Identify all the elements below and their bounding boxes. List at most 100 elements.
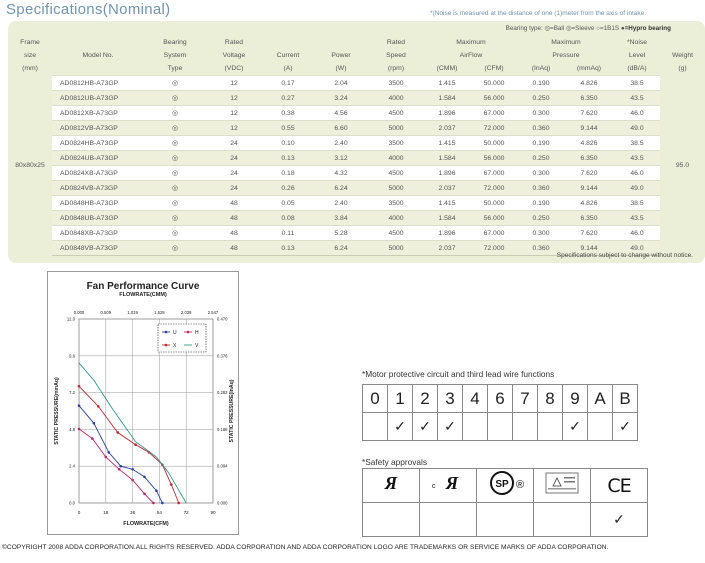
voltage-cell: 24 xyxy=(206,135,262,151)
speed-cell: 3500 xyxy=(368,135,424,151)
current-cell: 0.17 xyxy=(262,75,314,91)
data-point-x xyxy=(170,483,173,486)
table-row: AD0824XB-A73GP ◎ 24 0.18 4.32 4500 1.896 67.000… xyxy=(8,165,705,181)
motor-code-cell: B xyxy=(612,384,638,413)
safety-check-cell xyxy=(476,502,534,537)
top-tick-label: 0.509 xyxy=(101,310,112,315)
header-airflow: AirFlow xyxy=(459,52,483,59)
voltage-cell: 48 xyxy=(206,225,262,241)
current-cell: 0.55 xyxy=(262,120,314,136)
noise-cell: 43.5 xyxy=(614,150,660,166)
top-tick-label: 1.019 xyxy=(127,310,138,315)
table-row: AD0812UB-A73GP ◎ 12 0.27 3.24 4000 1.584 56.000… xyxy=(8,90,705,106)
voltage-cell: 48 xyxy=(206,195,262,211)
header-pressure: Pressure xyxy=(552,52,580,59)
cmm-cell: 1.584 xyxy=(424,90,470,106)
motor-code-cell: 9 xyxy=(562,384,588,413)
svg-text:Я: Я xyxy=(384,473,398,493)
model-cell: AD0824UB-A73GP xyxy=(52,150,144,166)
power-cell: 3.84 xyxy=(314,210,368,226)
right-tick-label: 0.470 xyxy=(217,317,228,322)
inaq-cell: 0.190 xyxy=(518,135,564,151)
page-title: Specifications(Nominal) xyxy=(6,1,171,18)
noise-cell: 49.0 xyxy=(614,120,660,136)
svg-text:c: c xyxy=(432,483,436,490)
speed-cell: 5000 xyxy=(368,180,424,196)
speed-cell: 4500 xyxy=(368,225,424,241)
cfm-cell: 67.000 xyxy=(470,225,518,241)
data-point-u xyxy=(131,467,134,471)
header-noise: Level xyxy=(628,52,646,59)
cmm-cell: 1.584 xyxy=(424,150,470,166)
power-cell: 5.28 xyxy=(314,225,368,241)
cfm-cell: 50.000 xyxy=(470,195,518,211)
power-cell: 2.40 xyxy=(314,135,368,151)
mmaq-cell: 9.144 xyxy=(564,180,614,196)
mmaq-cell: 4.826 xyxy=(564,75,614,91)
header-speed: Speed xyxy=(386,52,406,59)
ball-bearing-icon: ◎ xyxy=(144,180,206,196)
ball-label: =Ball xyxy=(550,25,565,32)
safety-approvals-table: Я c Я SP ® CE xyxy=(362,468,648,537)
safety-check-cell xyxy=(533,502,591,537)
csa-logo: SP ® xyxy=(476,468,534,503)
data-point-u xyxy=(92,421,96,425)
table-row: AD0848XB-A73GP ◎ 48 0.11 5.28 4500 1.896 67.000… xyxy=(8,225,705,241)
table-row: AD0848HB-A73GP ◎ 48 0.05 2.40 3500 1.415 50.000… xyxy=(8,195,705,211)
power-cell: 4.32 xyxy=(314,165,368,181)
change-notice: Specifications subject to change without… xyxy=(556,252,693,259)
series-line-x xyxy=(78,385,180,504)
ce-mark: CE xyxy=(607,474,631,497)
cfm-cell: 50.000 xyxy=(470,135,518,151)
series-line-u xyxy=(78,405,163,504)
motor-check-cell xyxy=(512,412,538,441)
motor-title: *Motor protective circuit and third lead… xyxy=(362,369,555,379)
cfm-cell: 56.000 xyxy=(470,150,518,166)
safety-check-cell xyxy=(362,502,420,537)
header-bearing: System xyxy=(163,52,187,59)
noise-cell: 38.5 xyxy=(614,135,660,151)
model-cell: AD0812UB-A73GP xyxy=(52,90,144,106)
header-noise: (dB/A) xyxy=(627,65,647,72)
header-voltage: Rated xyxy=(224,39,244,46)
cmm-cell: 1.896 xyxy=(424,225,470,241)
inaq-cell: 0.250 xyxy=(518,90,564,106)
header-frame-size: (mm) xyxy=(22,65,38,73)
right-tick-label: 0.282 xyxy=(217,390,228,395)
header-current xyxy=(262,36,314,49)
noise-cell: 46.0 xyxy=(614,105,660,121)
y-tick-label: 0.0 xyxy=(69,501,75,506)
right-tick-label: 0.188 xyxy=(217,427,228,432)
model-cell: AD0812XB-A73GP xyxy=(52,105,144,121)
cmm-cell: 1.896 xyxy=(424,105,470,121)
one-b1s-icon: ○ xyxy=(596,25,600,32)
x-tick-label: 18 xyxy=(103,510,109,515)
noise-cell: 46.0 xyxy=(614,225,660,241)
ball-bearing-icon: ◎ xyxy=(144,225,206,241)
power-cell: 3.12 xyxy=(314,150,368,166)
x-axis-label: FLOWRATE(CFM) xyxy=(123,521,169,527)
top-tick-label: 0.000 xyxy=(74,310,85,315)
header-airflow: Maximum xyxy=(456,39,486,46)
noise-cell: 43.5 xyxy=(614,90,660,106)
data-point-x xyxy=(77,384,81,388)
right-tick-label: 0.094 xyxy=(217,464,228,469)
model-cell: AD0848XB-A73GP xyxy=(52,225,144,241)
data-point-h xyxy=(152,501,155,505)
header-power: (W) xyxy=(335,65,347,72)
x-tick-label: 0 xyxy=(78,510,81,515)
inaq-cell: 0.360 xyxy=(518,180,564,196)
model-cell: AD0824HB-A73GP xyxy=(52,135,144,151)
model-cell: AD0824XB-A73GP xyxy=(52,165,144,181)
legend-label-x: X xyxy=(173,343,177,349)
table-row: AD0824UB-A73GP ◎ 24 0.13 3.12 4000 1.584 56.000… xyxy=(8,150,705,166)
motor-check-cell xyxy=(537,412,563,441)
mmaq-cell: 7.620 xyxy=(564,165,614,181)
legend-label-u: U xyxy=(173,330,177,336)
cfm-cell: 56.000 xyxy=(470,90,518,106)
current-cell: 0.38 xyxy=(262,105,314,121)
ul-recognized-logo: Я xyxy=(362,468,420,503)
voltage-cell: 24 xyxy=(206,165,262,181)
voltage-cell: 12 xyxy=(206,120,262,136)
x-tick-label: 54 xyxy=(157,510,163,515)
